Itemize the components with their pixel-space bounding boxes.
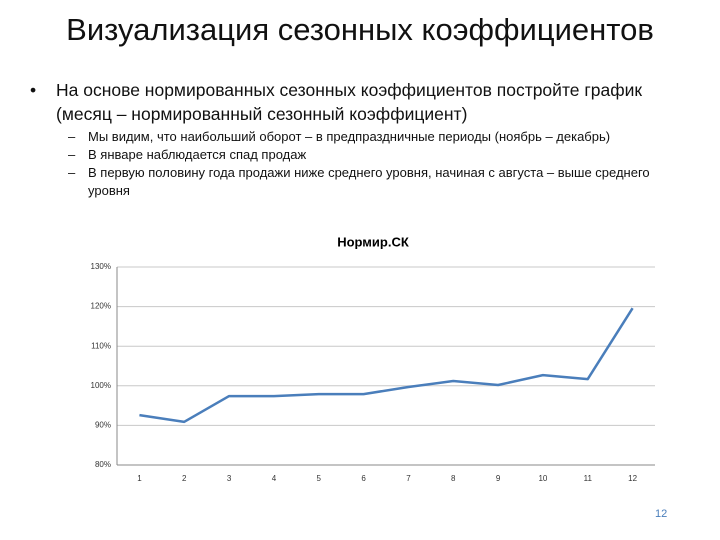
x-tick-label: 6: [361, 474, 366, 483]
page-number: 12: [655, 508, 668, 520]
series-line: [139, 307, 634, 424]
sub-bullet: В январе наблюдается спад продаж: [68, 146, 688, 164]
y-tick-label: 110%: [91, 341, 111, 350]
x-tick-label: 1: [137, 474, 142, 483]
x-tick-label: 11: [584, 474, 593, 483]
x-tick-label: 5: [317, 474, 322, 483]
sub-bullet: Мы видим, что наибольший оборот – в пред…: [68, 128, 688, 146]
x-tick-label: 8: [451, 474, 456, 483]
x-tick-label: 4: [272, 474, 277, 483]
sub-bullets: Мы видим, что наибольший оборот – в пред…: [68, 128, 688, 200]
slide-title: Визуализация сезонных коэффициентов: [66, 12, 654, 47]
sub-bullet: В первую половину года продажи ниже сред…: [68, 164, 688, 200]
x-tick-label: 12: [628, 474, 637, 483]
x-tick-label: 7: [406, 474, 411, 483]
y-tick-label: 130%: [91, 262, 111, 271]
chart-title: Нормир.СК: [337, 234, 409, 249]
x-tick-label: 2: [182, 474, 187, 483]
x-tick-label: 10: [538, 474, 547, 483]
x-tick-label: 9: [496, 474, 501, 483]
y-tick-label: 90%: [95, 421, 111, 430]
bullet: На основе нормированных сезонных коэффиц…: [30, 78, 696, 126]
y-tick-label: 120%: [91, 302, 111, 311]
y-tick-label: 100%: [91, 381, 111, 390]
x-tick-label: 3: [227, 474, 232, 483]
y-tick-label: 80%: [95, 460, 111, 469]
